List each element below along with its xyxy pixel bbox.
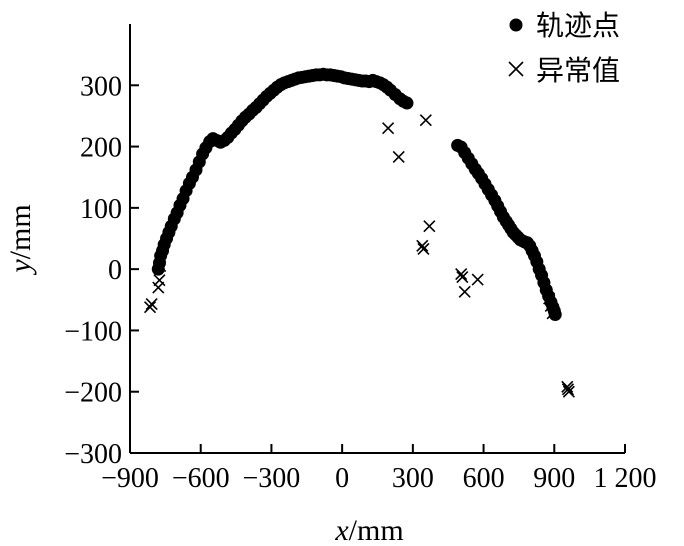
y-tick-label: 0: [108, 255, 122, 286]
x-tick-label: 300: [392, 463, 434, 494]
outlier-point: [152, 281, 165, 294]
outlier-point: [471, 273, 484, 286]
trajectory-point: [548, 307, 562, 321]
outlier-point: [562, 385, 575, 398]
x-tick-label: −900: [101, 463, 159, 494]
trajectory-point: [400, 96, 414, 110]
y-tick-label: −300: [64, 439, 122, 470]
outlier-point: [456, 271, 469, 284]
y-ticks: −300 −200 −100 0 100 200 300: [64, 71, 139, 470]
x-axis-variable: x: [334, 514, 349, 546]
outlier-point: [458, 285, 471, 298]
outlier-point: [145, 298, 158, 311]
outlier-point: [392, 150, 405, 164]
outlier-point: [419, 114, 432, 127]
outlier-point: [455, 267, 468, 281]
x-tick-label: 900: [533, 463, 575, 494]
legend-item-outlier: 异常值: [508, 54, 620, 87]
x-tick-label: −300: [243, 463, 301, 494]
x-tick-label: 1 200: [594, 463, 657, 494]
outlier-point: [417, 242, 430, 255]
y-axis-variable: y: [4, 259, 37, 276]
outlier-point: [423, 220, 436, 233]
plot-area: [143, 67, 575, 398]
x-tick-label: 600: [463, 463, 505, 494]
outlier-point: [544, 299, 557, 312]
legend-item-trajectory: 轨迹点: [509, 9, 620, 42]
y-tick-label: −200: [64, 378, 122, 409]
legend-label-outlier: 异常值: [536, 54, 620, 87]
y-tick-label: −100: [64, 316, 122, 347]
y-tick-label: 100: [80, 194, 122, 225]
legend: 轨迹点 异常值: [508, 9, 620, 87]
x-tick-label: 0: [335, 463, 349, 494]
y-axis-unit: /mm: [4, 204, 37, 259]
x-axis-unit: /mm: [349, 514, 404, 546]
y-axis-title: y/mm: [4, 204, 37, 275]
legend-label-trajectory: 轨迹点: [536, 9, 620, 42]
outlier-point: [543, 292, 556, 305]
outlier-point: [153, 274, 166, 287]
legend-marker-cross: [508, 61, 524, 77]
y-tick-label: 200: [80, 133, 122, 164]
x-ticks: −900 −600 −300 0 300 600 900 1 200: [101, 444, 657, 494]
x-axis-title: x/mm: [334, 514, 403, 546]
outlier-point: [416, 239, 429, 252]
outlier-point: [143, 301, 157, 314]
x-tick-label: −600: [172, 463, 230, 494]
legend-marker-filled-circle: [509, 18, 523, 32]
y-tick-label: 300: [80, 71, 122, 102]
outlier-point: [154, 260, 167, 273]
outlier-point: [546, 307, 559, 320]
outlier-point: [382, 122, 395, 135]
outlier-point: [561, 383, 575, 396]
axes: [129, 24, 625, 454]
